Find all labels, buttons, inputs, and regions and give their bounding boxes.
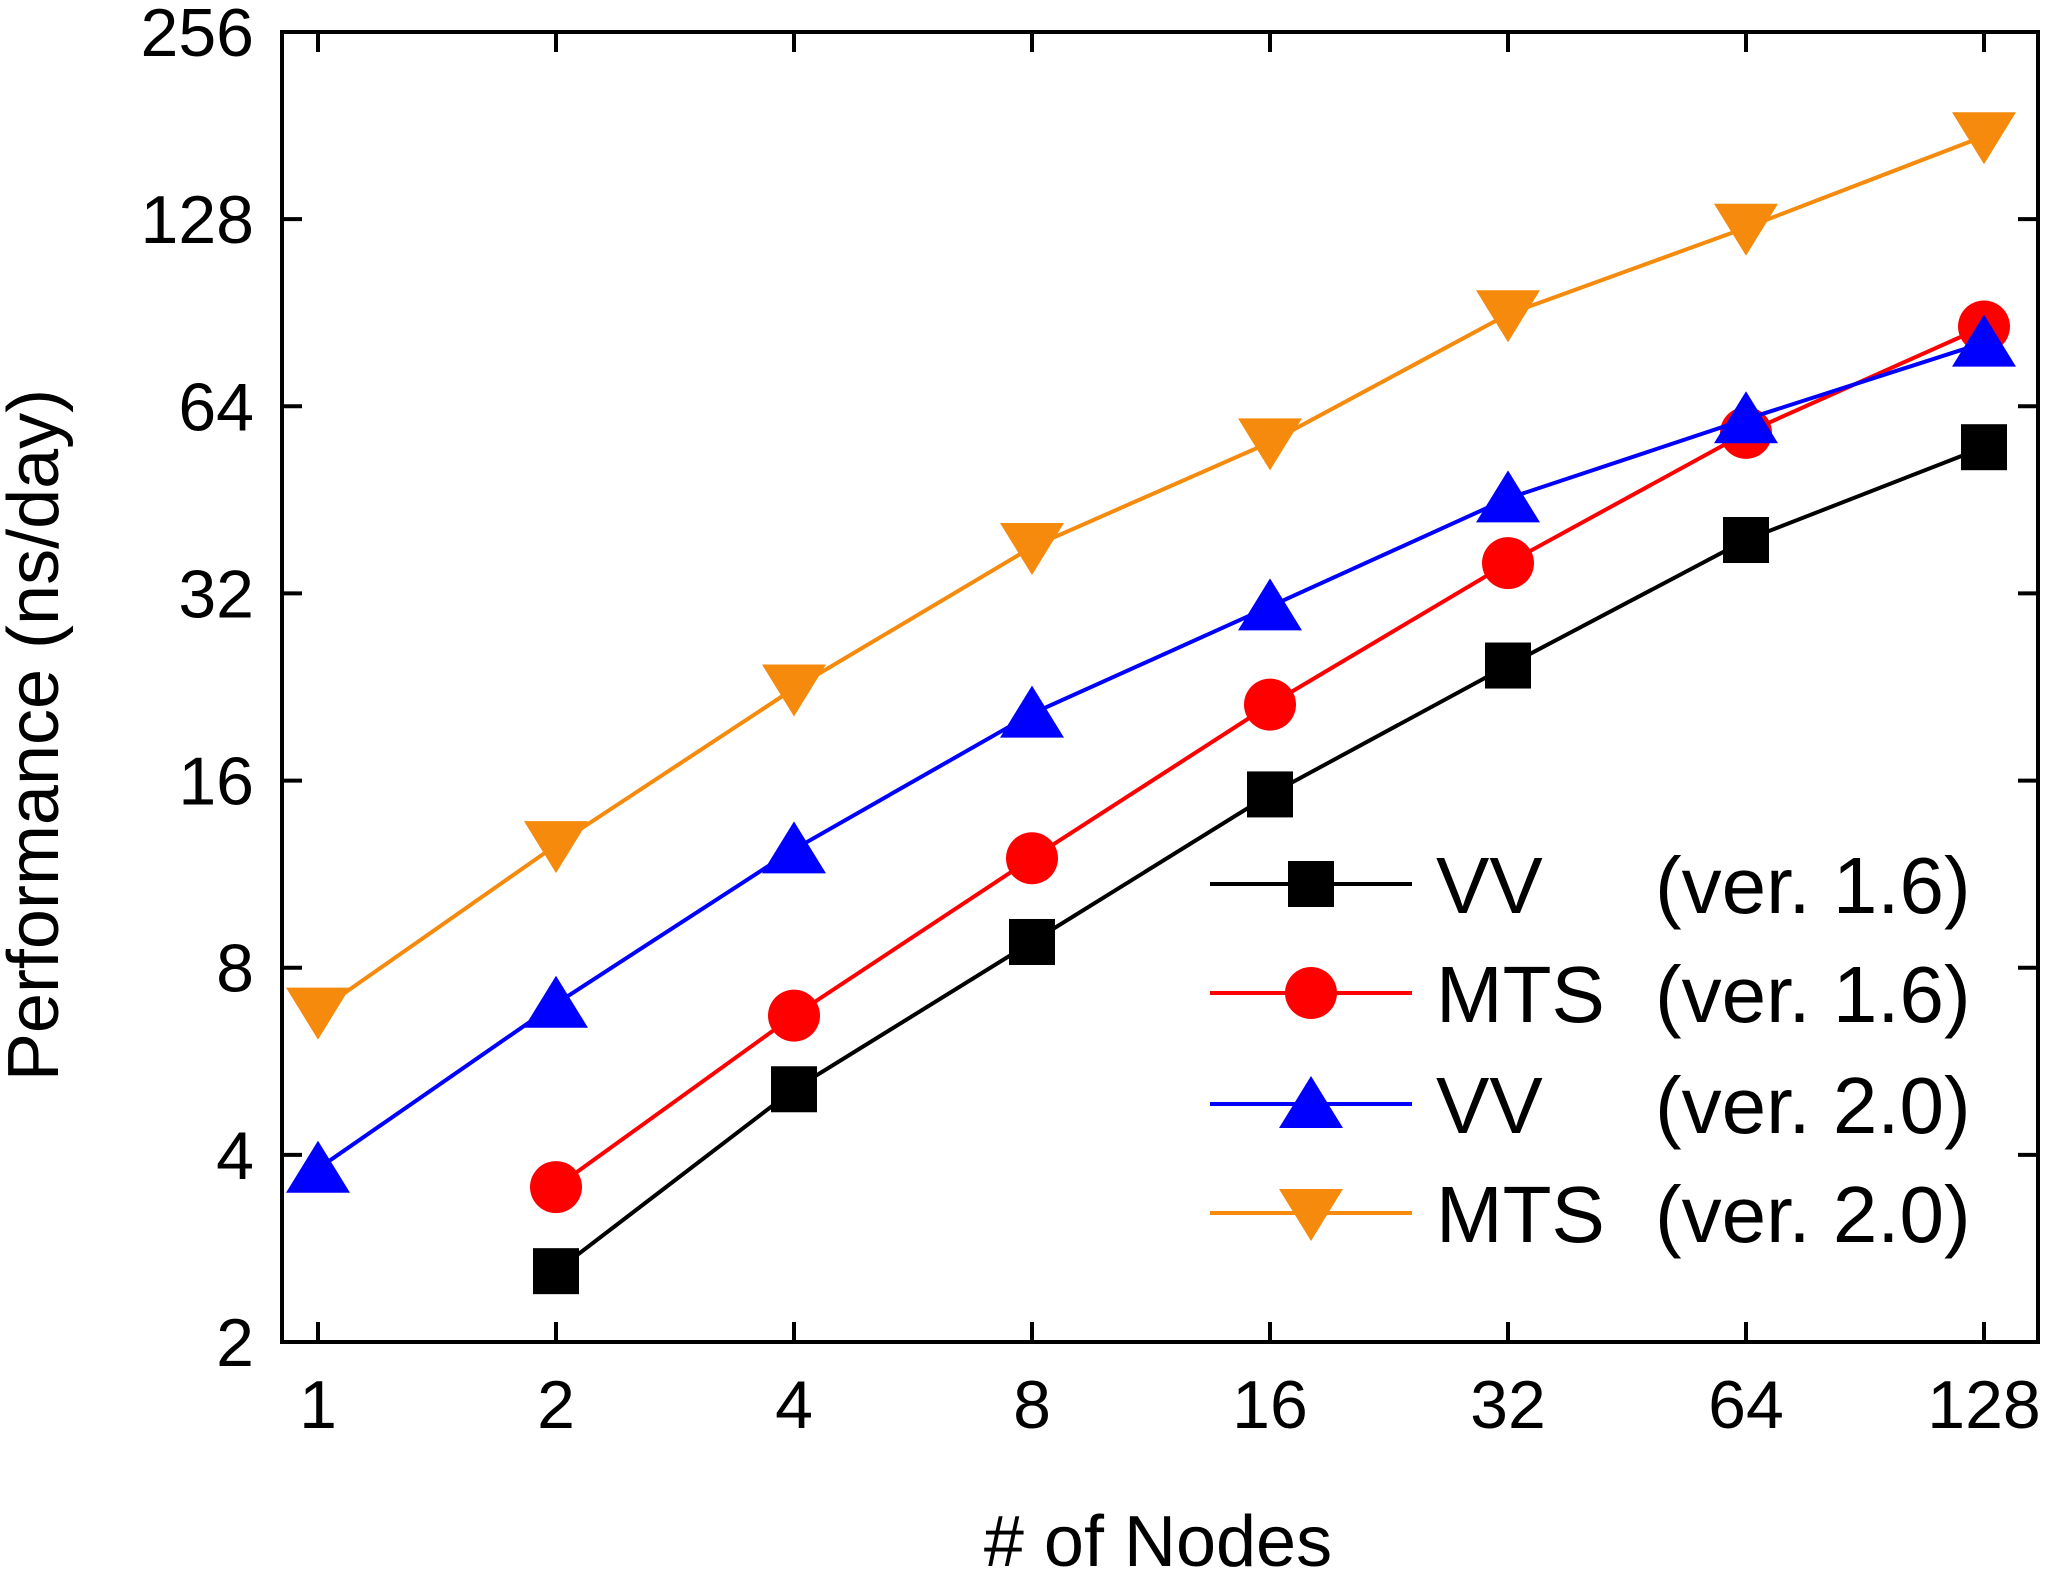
data-point-square: [533, 1248, 579, 1295]
legend-item-2: VV (ver. 2.0): [1210, 1061, 1971, 1150]
y-tick-label: 2: [216, 1305, 254, 1381]
data-point-circle: [768, 989, 820, 1042]
plot-area: [280, 30, 2040, 1344]
legend-series-version: (ver. 2.0): [1655, 1170, 1971, 1259]
data-point-triangle-down: [1000, 523, 1064, 576]
y-tick-label: 32: [178, 556, 254, 632]
data-point-triangle-up: [1476, 470, 1540, 523]
data-point-circle: [1285, 967, 1337, 1019]
data-point-triangle-down: [286, 987, 350, 1040]
series-3: [286, 112, 2016, 1040]
series-0: [533, 424, 2007, 1295]
legend-item-0: VV (ver. 1.6): [1210, 841, 1971, 930]
data-point-triangle-up: [1000, 685, 1064, 738]
series-2: [286, 314, 2016, 1193]
data-point-triangle-down: [1476, 290, 1540, 343]
data-point-circle: [530, 1161, 582, 1214]
data-point-triangle-up: [524, 975, 588, 1028]
x-tick-label: 32: [1470, 1367, 1546, 1443]
data-point-square: [1961, 424, 2007, 471]
y-tick-label: 64: [178, 369, 254, 445]
y-tick-label: 4: [216, 1118, 254, 1194]
y-tick-label: 8: [216, 931, 254, 1007]
x-axis-tick-labels: 1 2 4 8 16 32 64 128: [299, 1367, 2041, 1443]
y-axis-title: Performance (ns/day): [0, 389, 74, 1081]
y-tick-label: 128: [141, 182, 254, 258]
data-point-triangle-up: [1279, 1076, 1343, 1128]
legend-series-version: (ver. 1.6): [1655, 841, 1971, 930]
data-point-circle: [1482, 537, 1534, 590]
y-tick-label: 16: [178, 744, 254, 820]
x-tick-label: 16: [1232, 1367, 1308, 1443]
x-axis-title: # of Nodes: [984, 1502, 1332, 1573]
data-point-triangle-down: [1952, 112, 2016, 165]
data-point-triangle-down: [524, 821, 588, 874]
data-point-circle: [1244, 678, 1296, 731]
data-point-triangle-up: [762, 821, 826, 874]
data-point-square: [1288, 861, 1334, 907]
series-line: [316, 340, 1985, 1171]
x-tick-label: 8: [1013, 1367, 1051, 1443]
legend-item-1: MTS (ver. 1.6): [1210, 950, 1971, 1039]
axis-ticks: [282, 30, 2038, 1344]
data-point-triangle-up: [286, 1140, 350, 1193]
x-tick-label: 2: [537, 1367, 575, 1443]
legend-series-name: VV: [1436, 841, 1543, 930]
legend-series-version: (ver. 2.0): [1655, 1061, 1971, 1150]
data-point-square: [1723, 517, 1769, 564]
legend-series-name: MTS: [1436, 1170, 1605, 1259]
data-point-square: [1009, 918, 1055, 965]
data-point-circle: [1006, 832, 1058, 885]
plot-frame: [280, 30, 2040, 1344]
x-tick-label: 64: [1708, 1367, 1784, 1443]
data-point-triangle-down: [1714, 203, 1778, 256]
data-point-triangle-up: [1952, 314, 2016, 367]
data-point-triangle-down: [1238, 418, 1302, 471]
legend-item-3: MTS (ver. 2.0): [1210, 1170, 1971, 1259]
series-line: [316, 134, 1985, 1014]
legend: VV (ver. 1.6)MTS (ver. 1.6)VV (ver. 2.0)MTS…: [1210, 841, 1971, 1259]
x-tick-label: 1: [299, 1367, 337, 1443]
data-point-square: [771, 1066, 817, 1113]
y-tick-label: 256: [141, 0, 254, 71]
data-series: [286, 112, 2016, 1295]
y-axis-tick-labels: 2 4 8 16 32 64 128 256: [141, 0, 254, 1381]
legend-series-version: (ver. 1.6): [1655, 950, 1971, 1039]
data-point-triangle-down: [762, 664, 826, 717]
legend-series-name: VV: [1436, 1061, 1543, 1150]
data-point-triangle-down: [1279, 1189, 1343, 1241]
data-point-triangle-up: [1714, 391, 1778, 444]
data-point-triangle-up: [1238, 578, 1302, 631]
legend-series-name: MTS: [1436, 950, 1605, 1039]
data-point-square: [1485, 642, 1531, 689]
data-point-square: [1247, 771, 1293, 818]
x-tick-label: 128: [1927, 1367, 2040, 1443]
x-tick-label: 4: [775, 1367, 813, 1443]
